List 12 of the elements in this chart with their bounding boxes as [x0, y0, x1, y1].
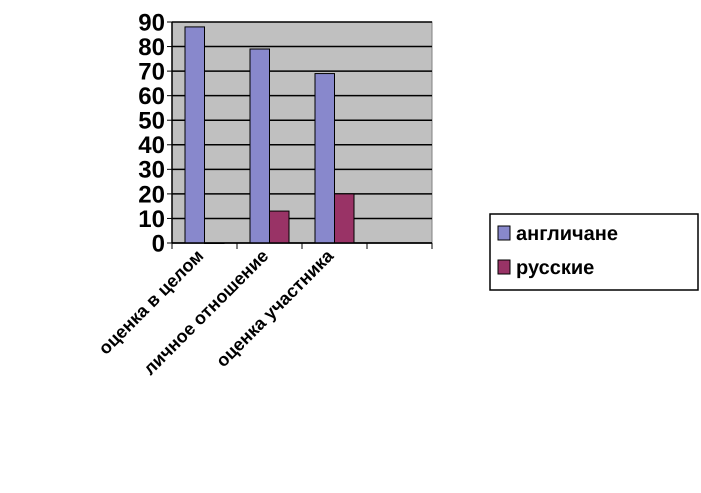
legend-label: англичане	[516, 223, 618, 245]
y-tick-label: 90	[138, 9, 165, 36]
y-tick-label: 40	[138, 132, 165, 160]
y-tick-label: 80	[138, 34, 165, 61]
y-tick-label: 0	[152, 230, 165, 258]
y-tick-label: 70	[138, 58, 165, 86]
y-tick-label: 50	[138, 108, 165, 135]
y-tick-label: 30	[138, 156, 165, 184]
y-tick-label: 60	[138, 83, 165, 110]
legend-label: русские	[516, 257, 594, 279]
y-tick-label: 20	[138, 181, 165, 208]
y-tick-label: 10	[138, 206, 165, 233]
